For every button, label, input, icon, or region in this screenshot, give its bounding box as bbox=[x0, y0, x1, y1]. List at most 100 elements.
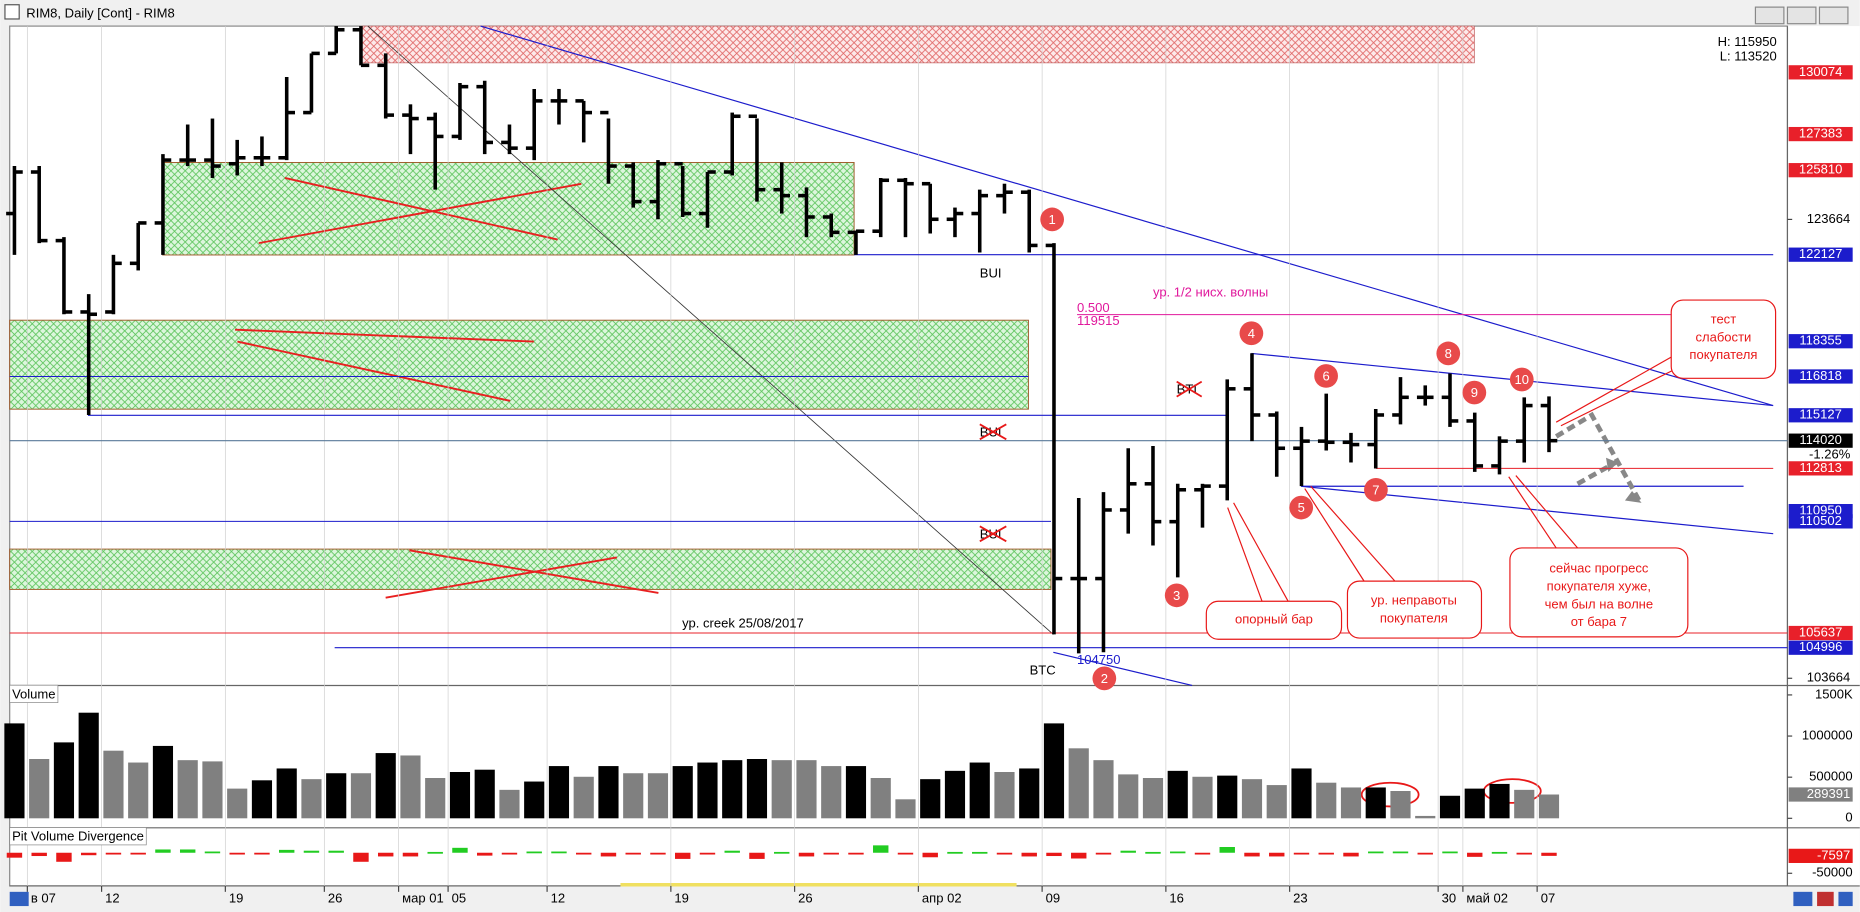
bar bbox=[845, 766, 867, 819]
bar bbox=[1365, 787, 1386, 819]
callout-box bbox=[1670, 299, 1777, 379]
bar bbox=[254, 852, 270, 855]
x-tick-label: 09 bbox=[1046, 890, 1061, 905]
bar bbox=[526, 851, 542, 854]
level-box bbox=[1788, 163, 1853, 178]
bar bbox=[6, 852, 23, 858]
callout-text: покупателя bbox=[1689, 347, 1757, 362]
bar bbox=[994, 772, 1015, 819]
bar bbox=[78, 712, 99, 819]
fib-value: 119515 bbox=[1077, 313, 1120, 328]
bar bbox=[1538, 794, 1560, 819]
bar bbox=[1068, 748, 1089, 819]
panel-title-box bbox=[9, 827, 147, 846]
bar bbox=[1368, 851, 1384, 854]
demand-zone bbox=[9, 548, 1052, 590]
bar bbox=[873, 845, 889, 853]
bar bbox=[897, 852, 914, 855]
bar bbox=[105, 852, 122, 855]
bar bbox=[31, 852, 47, 857]
bar bbox=[947, 851, 963, 854]
wave-marker bbox=[1436, 341, 1461, 366]
minimize-button[interactable] bbox=[1754, 6, 1785, 25]
bar bbox=[944, 770, 966, 819]
volume-highlight bbox=[1360, 781, 1420, 808]
bar bbox=[1417, 852, 1433, 855]
maximize-button[interactable] bbox=[1786, 6, 1817, 25]
wave-marker bbox=[1164, 583, 1189, 608]
callout-text: покупателя хуже, bbox=[1547, 578, 1651, 593]
bar bbox=[722, 760, 743, 819]
toolbar-button[interactable] bbox=[9, 891, 29, 907]
x-tick-label: 12 bbox=[105, 890, 120, 905]
bar bbox=[303, 850, 320, 853]
wave-marker bbox=[1509, 367, 1534, 392]
x-tick-label: 26 bbox=[798, 890, 813, 905]
level-label: 104996 bbox=[1799, 639, 1842, 654]
callout-text: опорный бар bbox=[1235, 612, 1313, 627]
y-tick-label: -50000 bbox=[1812, 865, 1853, 880]
level-label: 130074 bbox=[1799, 64, 1842, 79]
level-box bbox=[1788, 625, 1853, 641]
callout-pointer bbox=[1227, 502, 1289, 602]
annotation: ур. creek 25/08/2017 bbox=[682, 615, 804, 630]
y-tick-label: 0 bbox=[1845, 810, 1852, 825]
wave-label: 1 bbox=[1049, 212, 1056, 227]
bar bbox=[227, 788, 248, 819]
bar bbox=[350, 773, 372, 819]
arrow-head bbox=[1605, 457, 1642, 503]
wave-label: 9 bbox=[1471, 385, 1478, 400]
bar bbox=[650, 852, 666, 855]
annotation: ур. 1/2 нисх. волны bbox=[1153, 284, 1268, 299]
bar bbox=[969, 762, 990, 819]
panel-title-box bbox=[9, 684, 59, 703]
x-tick-label: 12 bbox=[551, 890, 566, 905]
bar bbox=[152, 745, 174, 819]
bar bbox=[56, 852, 72, 862]
strike-cross bbox=[979, 423, 1007, 441]
bar bbox=[1266, 785, 1287, 819]
bar bbox=[326, 773, 347, 819]
x-tick-label: 19 bbox=[674, 890, 689, 905]
bar bbox=[1415, 815, 1436, 819]
bar bbox=[724, 850, 740, 853]
bar bbox=[301, 779, 322, 819]
trend-line bbox=[367, 25, 1054, 635]
bar bbox=[477, 852, 493, 856]
x-tick-label: май 02 bbox=[1466, 890, 1508, 905]
bar bbox=[103, 750, 124, 819]
bar bbox=[1167, 770, 1188, 819]
close-button[interactable] bbox=[1818, 6, 1849, 25]
bar bbox=[623, 773, 644, 819]
y-tick-label: 500000 bbox=[1809, 769, 1852, 784]
x-tick-label: 30 bbox=[1442, 890, 1457, 905]
callout-box bbox=[1509, 547, 1689, 638]
bar bbox=[1390, 791, 1411, 819]
bar bbox=[1392, 851, 1409, 854]
bar bbox=[53, 742, 75, 819]
level-box bbox=[1788, 334, 1853, 349]
toolbar-button[interactable] bbox=[1793, 891, 1813, 907]
bar bbox=[600, 852, 617, 857]
bar bbox=[1343, 852, 1359, 857]
wave-label: 5 bbox=[1298, 500, 1305, 515]
toolbar-button[interactable] bbox=[1817, 891, 1834, 907]
bar bbox=[548, 766, 570, 819]
window-icon bbox=[4, 4, 20, 20]
wave-marker bbox=[1092, 666, 1117, 691]
level-box bbox=[1788, 461, 1853, 476]
level-label: 110502 bbox=[1799, 513, 1842, 528]
toolbar-button[interactable] bbox=[1838, 891, 1853, 907]
forecast-arrow bbox=[1554, 411, 1642, 502]
x-tick-label: 19 bbox=[229, 890, 244, 905]
zone-cross bbox=[234, 176, 659, 599]
wave-marker bbox=[1314, 364, 1338, 388]
bar bbox=[576, 852, 592, 855]
wave-marker bbox=[1239, 321, 1264, 346]
bar bbox=[1244, 852, 1260, 857]
bar bbox=[1145, 851, 1161, 854]
level-box bbox=[1788, 65, 1853, 80]
callout-text: покупателя bbox=[1380, 611, 1448, 626]
wave-label: 10 bbox=[1515, 372, 1530, 387]
